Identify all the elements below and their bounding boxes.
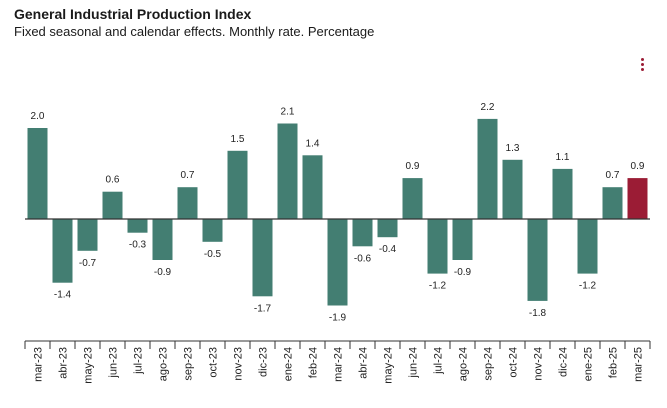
- tick-label-ago-24: ago-24: [458, 347, 470, 381]
- tick-label-jun-24: jun-24: [408, 347, 420, 379]
- data-label-nov-24: -1.8: [529, 308, 547, 319]
- bar-jun-23[interactable]: [102, 191, 123, 219]
- bar-may-23[interactable]: [77, 219, 98, 251]
- data-label-abr-23: -1.4: [54, 290, 72, 301]
- bar-ago-24[interactable]: [452, 219, 473, 260]
- tick-label-jun-23: jun-23: [108, 347, 120, 379]
- tick-label-nov-23: nov-23: [233, 347, 245, 381]
- tick-label-abr-24: abr-24: [358, 347, 370, 379]
- data-label-may-23: -0.7: [79, 258, 97, 269]
- data-label-jul-24: -1.2: [429, 281, 447, 292]
- data-label-may-24: -0.4: [379, 244, 397, 255]
- tick-label-nov-24: nov-24: [533, 347, 545, 381]
- bar-ene-25[interactable]: [577, 219, 598, 274]
- data-label-feb-25: 0.7: [606, 170, 620, 181]
- data-label-ago-23: -0.9: [154, 267, 172, 278]
- bar-mar-25[interactable]: [627, 178, 648, 220]
- tick-label-ene-24: ene-24: [283, 347, 295, 381]
- tick-label-dic-24: dic-24: [558, 347, 570, 377]
- tick-label-mar-23: mar-23: [33, 347, 45, 382]
- data-label-feb-24: 1.4: [306, 138, 320, 149]
- bar-ago-23[interactable]: [152, 219, 173, 260]
- tick-label-may-23: may-23: [83, 347, 95, 384]
- tick-label-ago-23: ago-23: [158, 347, 170, 381]
- tick-label-may-24: may-24: [383, 347, 395, 384]
- bar-jul-24[interactable]: [427, 219, 448, 274]
- data-label-sep-24: 2.2: [481, 102, 495, 113]
- bar-abr-23[interactable]: [52, 219, 73, 283]
- data-label-nov-23: 1.5: [231, 134, 245, 145]
- data-label-mar-24: -1.9: [329, 312, 347, 323]
- data-label-dic-23: -1.7: [254, 303, 272, 314]
- data-label-ene-25: -1.2: [579, 281, 597, 292]
- data-label-oct-24: 1.3: [506, 143, 520, 154]
- tick-label-dic-23: dic-23: [258, 347, 270, 377]
- tick-label-ene-25: ene-25: [583, 347, 595, 381]
- bar-oct-24[interactable]: [502, 159, 523, 219]
- bar-nov-23[interactable]: [227, 150, 248, 220]
- tick-label-sep-23: sep-23: [183, 347, 195, 381]
- data-label-mar-23: 2.0: [31, 111, 45, 122]
- tick-label-feb-24: feb-24: [308, 347, 320, 378]
- tick-label-abr-23: abr-23: [58, 347, 70, 379]
- bar-sep-24[interactable]: [477, 118, 498, 219]
- tick-label-oct-23: oct-23: [208, 347, 220, 378]
- data-label-mar-25: 0.9: [631, 161, 645, 172]
- tick-label-mar-25: mar-25: [633, 347, 645, 382]
- data-label-jul-23: -0.3: [129, 240, 147, 251]
- data-label-sep-23: 0.7: [181, 170, 195, 181]
- chart-subtitle: Fixed seasonal and calendar effects. Mon…: [14, 24, 375, 39]
- bar-abr-24[interactable]: [352, 219, 373, 247]
- bar-nov-24[interactable]: [527, 219, 548, 301]
- bar-feb-24[interactable]: [302, 155, 323, 219]
- data-label-oct-23: -0.5: [204, 249, 222, 260]
- bar-dic-24[interactable]: [552, 168, 573, 219]
- bar-ene-24[interactable]: [277, 123, 298, 220]
- bar-sep-23[interactable]: [177, 187, 198, 219]
- bar-feb-25[interactable]: [602, 187, 623, 219]
- data-label-ago-24: -0.9: [454, 267, 472, 278]
- bar-mar-23[interactable]: [27, 128, 48, 219]
- tick-label-mar-24: mar-24: [333, 347, 345, 382]
- tick-label-sep-24: sep-24: [483, 347, 495, 381]
- bar-dic-23[interactable]: [252, 219, 273, 297]
- data-label-jun-24: 0.9: [406, 161, 420, 172]
- tick-label-feb-25: feb-25: [608, 347, 620, 378]
- tick-label-jul-23: jul-23: [133, 347, 145, 375]
- bar-jul-23[interactable]: [127, 219, 148, 233]
- tick-label-jul-24: jul-24: [433, 347, 445, 375]
- data-label-abr-24: -0.6: [354, 253, 372, 264]
- tick-label-oct-24: oct-24: [508, 347, 520, 378]
- bar-jun-24[interactable]: [402, 178, 423, 220]
- chart-title: General Industrial Production Index: [14, 6, 252, 22]
- data-label-jun-23: 0.6: [106, 175, 120, 186]
- bar-oct-23[interactable]: [202, 219, 223, 242]
- data-label-ene-24: 2.1: [281, 107, 295, 118]
- vertical-dots-icon[interactable]: [640, 58, 646, 74]
- bar-may-24[interactable]: [377, 219, 398, 238]
- bar-mar-24[interactable]: [327, 219, 348, 306]
- data-label-dic-24: 1.1: [556, 152, 570, 163]
